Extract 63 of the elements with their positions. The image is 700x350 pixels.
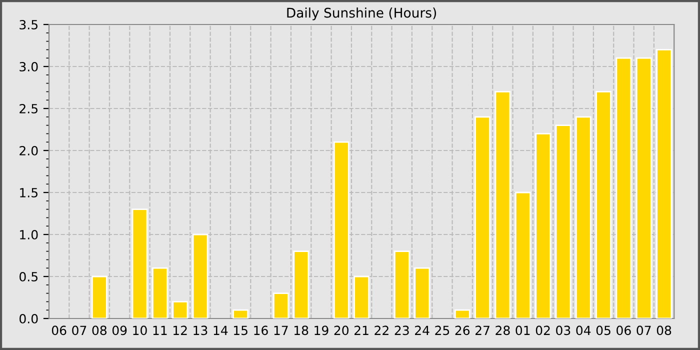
bar xyxy=(152,267,168,318)
bar xyxy=(474,116,490,318)
bar xyxy=(535,133,551,318)
x-tick-label: 02 xyxy=(536,326,550,336)
x-tick-label: 08 xyxy=(92,326,107,336)
x-tick-label: 26 xyxy=(455,326,470,336)
x-tick-label: 10 xyxy=(133,326,147,336)
bar xyxy=(514,192,531,318)
bar xyxy=(454,309,470,318)
bar xyxy=(132,208,148,318)
x-tick-label: 09 xyxy=(112,326,127,336)
bar xyxy=(293,250,310,318)
x-tick-label: 16 xyxy=(254,326,268,336)
bar xyxy=(555,124,572,318)
x-tick-label: 13 xyxy=(194,326,208,336)
x-tick-label: 17 xyxy=(274,326,288,335)
bar xyxy=(494,91,511,318)
bar xyxy=(272,292,289,318)
y-tick-label: 2.5 xyxy=(20,104,38,114)
y-tick-label: 0.0 xyxy=(20,314,38,324)
bar xyxy=(232,309,249,318)
y-tick-label: 1.5 xyxy=(20,188,38,198)
x-tick-label: 23 xyxy=(394,326,409,336)
x-tick-label: 14 xyxy=(214,326,228,335)
y-tick-label: 2.0 xyxy=(20,146,38,156)
x-tick-label: 06 xyxy=(616,326,631,336)
x-tick-label: 22 xyxy=(374,326,388,335)
x-tick-label: 08 xyxy=(656,326,672,336)
bar xyxy=(172,301,188,318)
x-tick-label: 28 xyxy=(496,326,510,336)
bar xyxy=(414,267,430,318)
x-tick-label: 19 xyxy=(314,326,328,336)
x-tick-label: 25 xyxy=(435,326,450,336)
bar xyxy=(354,276,370,318)
bar xyxy=(575,116,592,318)
x-tick-label: 01 xyxy=(516,326,530,336)
x-tick-label: 27 xyxy=(476,326,490,335)
bar xyxy=(394,250,410,318)
x-tick-label: 05 xyxy=(596,326,610,336)
x-tick-label: 07 xyxy=(72,326,86,336)
x-tick-label: 04 xyxy=(576,326,591,336)
x-tick-label: 06 xyxy=(52,326,66,336)
bar xyxy=(596,91,612,318)
x-tick-label: 11 xyxy=(153,326,167,335)
x-tick-label: 15 xyxy=(234,326,248,336)
x-tick-label: 18 xyxy=(294,326,308,336)
bar xyxy=(333,141,350,318)
x-tick-label: 03 xyxy=(556,326,570,336)
y-tick-label: 3.0 xyxy=(20,62,38,72)
x-tick-label: 21 xyxy=(354,326,368,335)
y-tick-label: 3.5 xyxy=(20,20,38,30)
y-tick-label: 0.5 xyxy=(20,272,38,282)
x-tick-label: 24 xyxy=(415,326,430,335)
y-tick-label: 1.0 xyxy=(20,230,38,240)
bar xyxy=(656,49,672,318)
x-tick-label: 12 xyxy=(173,326,187,335)
bar xyxy=(636,57,652,318)
bar xyxy=(91,276,108,318)
x-tick-label: 07 xyxy=(636,326,651,336)
bar xyxy=(616,57,632,318)
x-tick-label: 20 xyxy=(334,326,349,336)
bar xyxy=(192,234,208,318)
chart-title: Daily Sunshine (Hours) xyxy=(287,8,436,20)
